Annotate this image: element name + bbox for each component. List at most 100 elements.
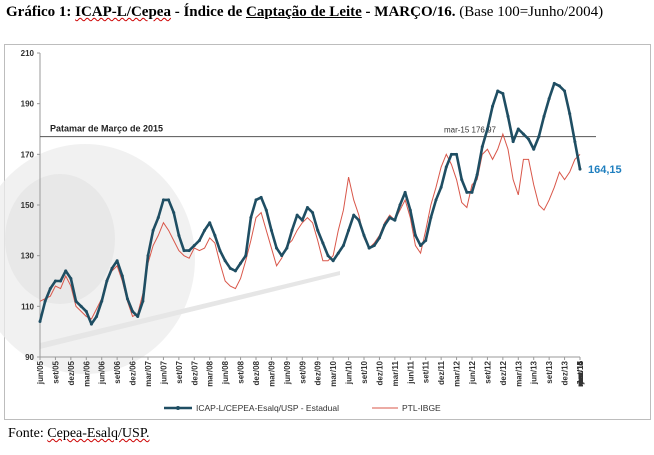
icap-l-point	[408, 208, 412, 212]
x-tick-label: mar/16	[576, 360, 585, 386]
x-tick-label: mar/14	[576, 360, 585, 386]
icap-l-point	[48, 287, 52, 291]
x-tick-label: mar/07	[144, 360, 153, 386]
last-value-label: 164,15	[588, 164, 622, 176]
x-tick-label: jun/07	[159, 360, 168, 385]
icap-l-point	[357, 218, 361, 222]
x-tick-label: set/05	[51, 360, 60, 383]
icap-l-point	[223, 259, 227, 263]
icap-l-point	[532, 147, 536, 151]
icap-l-point	[352, 213, 356, 217]
icap-l-point	[413, 233, 417, 237]
x-tick-label: mar/06	[82, 360, 91, 386]
icap-l-point	[383, 223, 387, 227]
icap-l-point	[192, 244, 196, 248]
icap-l-point	[53, 279, 57, 283]
icap-l-point	[74, 299, 78, 303]
y-tick-label: 110	[21, 302, 34, 311]
icap-l-point	[300, 218, 304, 222]
icap-l-point	[141, 299, 145, 303]
icap-l-point	[100, 299, 104, 303]
icap-l-point	[110, 266, 114, 270]
ptl-ibge-line	[39, 132, 581, 320]
icap-l-point	[552, 81, 556, 85]
y-tick-label: 190	[21, 100, 35, 109]
icap-l-point	[249, 216, 253, 220]
x-tick-label: dez/11	[437, 360, 446, 385]
icap-l-point	[480, 145, 484, 149]
icap-l-point	[537, 135, 541, 139]
source-label: Fonte:	[8, 426, 44, 441]
icap-l-point	[424, 238, 428, 242]
icap-l-point	[43, 299, 47, 303]
icap-l-point	[578, 167, 582, 171]
legend-icap-marker	[176, 406, 180, 410]
x-tick-label: jun/05	[36, 360, 45, 385]
x-tick-label: dez/09	[314, 360, 323, 385]
caption-base: (Base 100=Junho/2004)	[459, 4, 604, 20]
icap-l-point	[239, 261, 243, 265]
icap-l-point	[280, 254, 284, 258]
icap-l-point	[264, 208, 268, 212]
x-tick-label: jun/14	[576, 360, 585, 385]
x-tick-label: set/09	[298, 360, 307, 383]
icap-l-point	[439, 185, 443, 189]
x-tick-label: set/12	[483, 360, 492, 383]
icap-l-point	[465, 190, 469, 194]
x-tick-label: dez/15	[576, 360, 585, 385]
x-tick-label: dez/06	[129, 360, 138, 385]
icap-l-point	[511, 140, 515, 144]
icap-l-point	[151, 228, 155, 232]
icap-l-point	[573, 140, 577, 144]
y-tick-label: 170	[21, 150, 35, 159]
icap-l-point	[470, 190, 474, 194]
icap-l-point	[64, 269, 68, 273]
caption-index-text: Índice de	[183, 4, 243, 20]
x-tick-label: dez/13	[561, 360, 570, 385]
caption-dash-1: -	[174, 4, 180, 20]
icap-l-point	[79, 304, 83, 308]
reference-title: Patamar de Março de 2015	[50, 124, 163, 134]
x-tick-label: mar/11	[391, 360, 400, 386]
icap-l-point	[367, 246, 371, 250]
icap-l-point	[305, 206, 309, 210]
icap-l-point	[244, 254, 248, 258]
figure-caption: Gráfico 1: ICAP-L/Cepea - Índice de Capt…	[6, 4, 650, 21]
legend-ptl-label: PTL-IBGE	[402, 403, 441, 413]
x-tick-label: dez/10	[375, 360, 384, 385]
icap-l-point	[362, 233, 366, 237]
icap-l-point	[321, 241, 325, 245]
icap-l-point	[285, 246, 289, 250]
icap-l-point	[167, 198, 171, 202]
x-tick-label: mar/10	[329, 360, 338, 386]
icap-l-point	[501, 92, 505, 96]
icap-l-point	[290, 228, 294, 232]
icap-l-point	[177, 233, 181, 237]
icap-l-point	[156, 216, 160, 220]
icap-l-point	[136, 314, 140, 318]
icap-l-point	[557, 84, 561, 88]
caption-month: MARÇO/16.	[374, 4, 456, 20]
background-swoosh	[40, 271, 340, 349]
x-tick-label: jun/15	[576, 360, 585, 385]
icap-l-point	[475, 173, 479, 177]
x-tick-label: set/14	[576, 360, 585, 383]
icap-l-point	[341, 244, 345, 248]
icap-l-point	[521, 132, 525, 136]
x-tick-label: dez/07	[190, 360, 199, 385]
source-org: Cepea-Esalq/USP.	[47, 426, 150, 441]
icap-l-point	[275, 246, 279, 250]
icap-l-point	[455, 152, 459, 156]
x-tick-label: mar/12	[453, 360, 462, 386]
icap-l-point	[316, 228, 320, 232]
icap-l-point	[120, 274, 124, 278]
x-tick-label: jun/06	[98, 360, 107, 385]
caption-dash-2: -	[365, 4, 371, 20]
icap-l-point	[568, 112, 572, 116]
x-tick-label: set/08	[237, 360, 246, 383]
caption-prefix: Gráfico 1:	[6, 4, 72, 20]
x-tick-label: mar/08	[206, 360, 215, 386]
icap-l-point	[419, 244, 423, 248]
icap-l-point	[347, 228, 351, 232]
icap-l-point	[131, 309, 135, 313]
